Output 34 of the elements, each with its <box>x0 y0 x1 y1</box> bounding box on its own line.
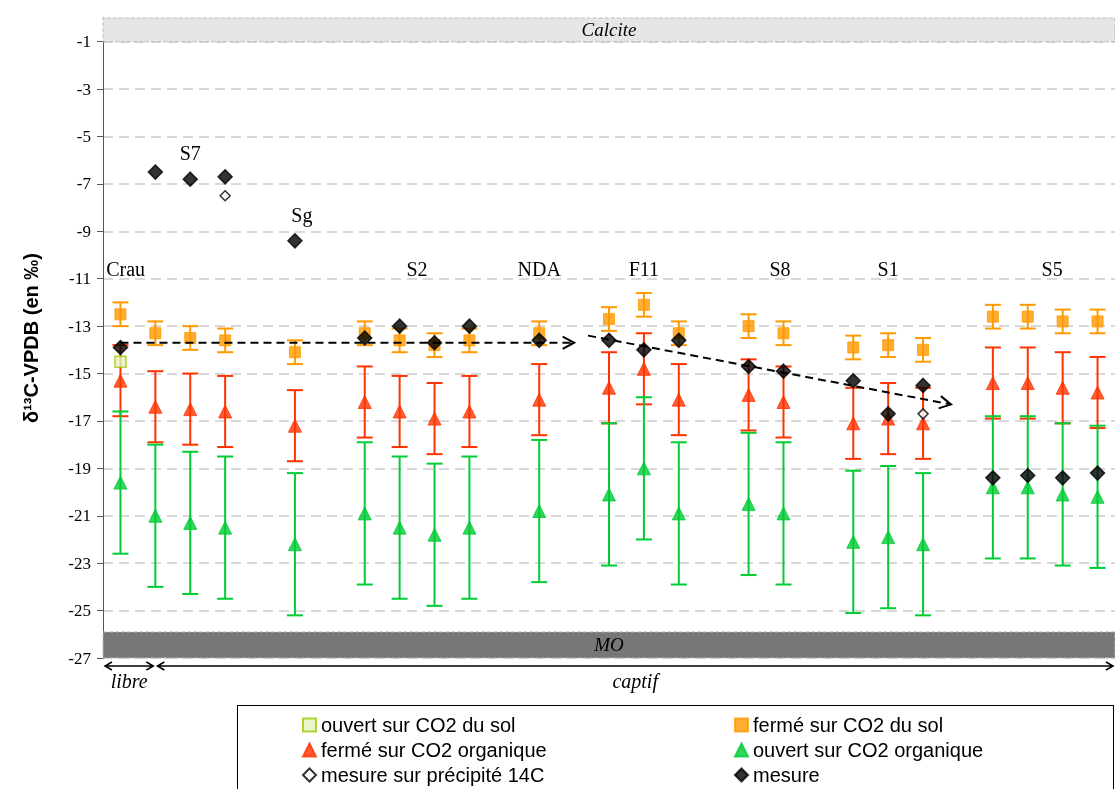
legend-label: mesure <box>753 764 820 786</box>
annotation: Crau <box>106 258 146 281</box>
annotation: F11 <box>628 258 660 281</box>
y-tick-label: -7 <box>76 174 92 194</box>
legend-label: fermé sur CO2 du sol <box>753 714 944 736</box>
y-tick-label: -21 <box>68 506 91 526</box>
annotation: S8 <box>769 258 791 281</box>
text: libre <box>110 670 148 692</box>
band-label: MO <box>593 634 625 656</box>
y-tick-label: -25 <box>68 601 91 621</box>
legend-label: fermé sur CO2 organique <box>321 739 547 761</box>
y-tick-label: -27 <box>68 648 92 668</box>
y-tick-label: -13 <box>68 316 91 336</box>
annotation: Sg <box>291 203 313 227</box>
annotation: S2 <box>406 258 428 281</box>
y-tick-label: -23 <box>68 553 91 573</box>
text: captif <box>612 670 661 693</box>
y-tick-label: -19 <box>68 458 91 478</box>
y-tick-label: -3 <box>76 79 91 99</box>
y-tick-label: -17 <box>68 411 92 431</box>
annotation: S5 <box>1041 258 1063 281</box>
legend-label: ouvert sur CO2 organique <box>753 739 984 761</box>
y-tick-label: -9 <box>76 221 91 241</box>
y-tick-label: -11 <box>68 269 91 289</box>
legend-label: mesure sur précipité 14C <box>321 764 545 786</box>
legend-label: ouvert sur CO2 du sol <box>321 714 516 736</box>
y-axis-title: δ¹³C-VPDB (en ‰) <box>20 253 42 423</box>
y-tick-label: -1 <box>76 32 91 52</box>
annotation: S1 <box>877 258 899 281</box>
y-tick-label: -15 <box>68 364 91 384</box>
annotation: S7 <box>179 142 201 165</box>
band-label: Calcite <box>581 19 637 41</box>
annotation: NDA <box>517 258 562 281</box>
y-tick-label: -5 <box>76 127 91 147</box>
